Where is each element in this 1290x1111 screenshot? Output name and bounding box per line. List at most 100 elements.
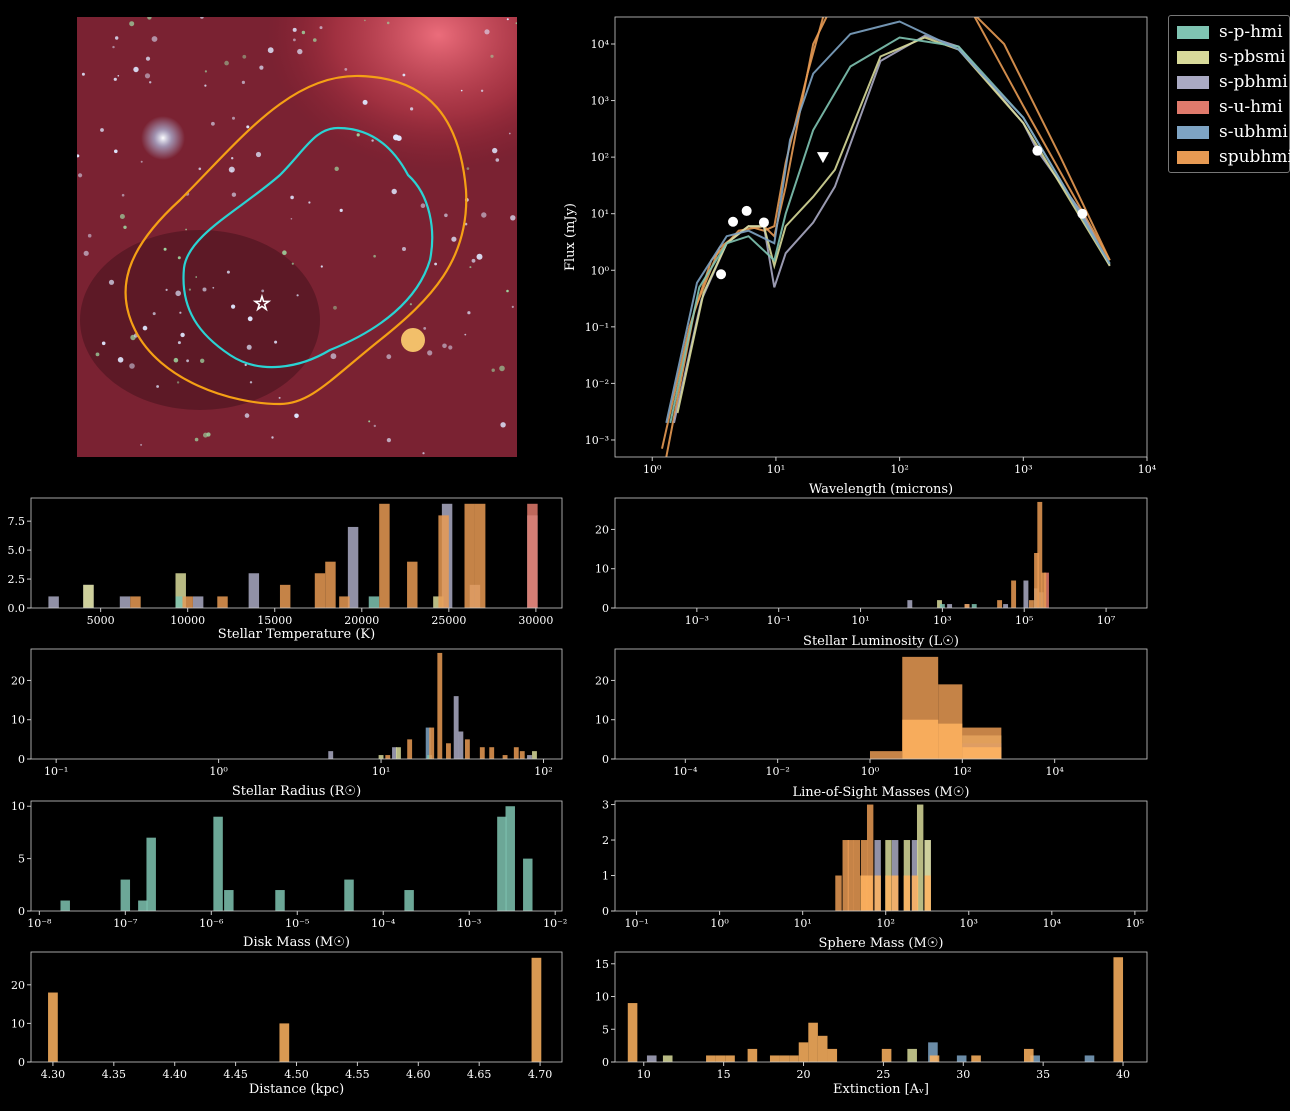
sed-model-s-ubhmi — [665, 20, 1111, 424]
sed-observed-point — [728, 216, 739, 227]
background-star — [308, 201, 311, 204]
background-star — [119, 214, 125, 219]
sphere-frame — [614, 800, 1148, 912]
background-star — [204, 70, 207, 73]
temp-bar-spubhmi — [182, 596, 193, 608]
dist-xlabel: Distance (kpc) — [249, 1082, 344, 1097]
disk-ytick-label: 0 — [18, 905, 25, 918]
sphere-xtick-label: 10⁻¹ — [624, 917, 648, 930]
sed-observed-point — [1077, 208, 1088, 219]
background-star — [402, 73, 406, 77]
disk-bar-s-p-hmi — [138, 900, 148, 911]
background-star — [420, 203, 426, 208]
background-star — [244, 363, 247, 367]
disk-ytick-label: 5 — [18, 853, 25, 866]
lum-bar-spubhmi — [1037, 501, 1043, 608]
lum-bar-s-pbhmi — [907, 600, 913, 608]
av-bar-single — [971, 1055, 981, 1062]
background-star — [87, 233, 92, 238]
background-star — [515, 22, 517, 25]
legend-entry: s-pbhmi — [1177, 71, 1288, 93]
disk-bar-s-p-hmi — [120, 879, 131, 911]
los-xtick-label: 10⁰ — [861, 765, 880, 778]
radius-bar-spubhmi — [446, 743, 451, 759]
disk-xlabel: Disk Mass (M☉) — [243, 935, 350, 950]
background-star — [188, 288, 191, 291]
dist-bar-single — [48, 992, 58, 1062]
radius-bar-s-ubhmi — [425, 727, 431, 759]
legend-entry: spubhmi — [1177, 146, 1290, 168]
dist-ytick-label: 0 — [18, 1056, 25, 1069]
sed-ytick-label: 10⁻¹ — [585, 321, 609, 334]
background-star — [467, 311, 471, 315]
sphere-bar-single — [885, 875, 892, 911]
sphere-bar-spubhmi — [866, 804, 874, 911]
av-bar-s-pbhmi — [646, 1055, 657, 1062]
nebula-dark-lane — [80, 230, 320, 410]
temp-bar-spubhmi — [438, 515, 449, 608]
temp-bar-spubhmi — [130, 596, 141, 608]
background-star — [393, 134, 399, 141]
background-star — [117, 75, 120, 77]
background-star — [291, 262, 294, 265]
sphere-ytick-label: 2 — [602, 834, 609, 847]
sed-xtick-label: 10⁰ — [643, 463, 662, 476]
disk-bar-s-p-hmi — [224, 890, 234, 911]
radius-bar-s-pbhmi — [458, 731, 464, 759]
legend-swatch — [1177, 25, 1209, 39]
background-star — [195, 276, 197, 278]
lum-ytick-label: 20 — [595, 523, 609, 536]
av-ytick-label: 0 — [602, 1056, 609, 1069]
radius-bar-spubhmi — [502, 755, 508, 759]
background-star — [301, 30, 306, 35]
sed-ytick-label: 10⁻² — [585, 377, 609, 390]
temp-xlabel: Stellar Temperature (K) — [218, 627, 375, 642]
av-xtick-label: 25 — [876, 1068, 890, 1081]
lum-xtick-label: 10⁻¹ — [767, 614, 791, 627]
background-star — [121, 193, 125, 197]
av-bar-single — [769, 1055, 780, 1062]
lum-xtick-label: 10¹ — [851, 614, 869, 627]
background-star — [101, 341, 106, 346]
background-star — [297, 48, 303, 55]
radius-ytick-label: 0 — [18, 753, 25, 766]
background-star — [133, 66, 139, 73]
background-star — [200, 358, 205, 363]
sphere-bar-spubhmi — [847, 840, 855, 911]
background-star — [200, 17, 204, 19]
lum-bar-spubhmi — [1034, 553, 1040, 608]
disk-bar-s-p-hmi — [146, 837, 156, 911]
disk-ytick-label: 10 — [11, 800, 25, 813]
dist-ytick-label: 10 — [11, 1017, 25, 1030]
los-frame — [614, 648, 1148, 760]
background-star — [356, 133, 360, 137]
sphere-ytick-label: 3 — [602, 799, 609, 812]
sphere-bar-single — [866, 875, 873, 911]
los-ytick-label: 0 — [602, 753, 609, 766]
background-star — [481, 212, 487, 218]
sphere-bar-single — [860, 875, 867, 911]
legend-swatch — [1177, 100, 1209, 114]
temp-ytick-label: 2.5 — [8, 573, 26, 586]
background-star — [203, 432, 208, 438]
radius-xtick-label: 10⁰ — [209, 765, 228, 778]
background-star — [255, 151, 262, 158]
disk-plot — [60, 806, 533, 911]
av-bar-single — [715, 1055, 726, 1062]
background-star — [177, 256, 181, 260]
legend-label: s-p-hmi — [1219, 22, 1283, 42]
temp-xtick-label: 15000 — [257, 614, 292, 627]
sed-model-s-pbhmi — [673, 34, 1111, 424]
av-xtick-label: 35 — [1036, 1068, 1050, 1081]
los-xtick-label: 10⁻² — [766, 765, 790, 778]
background-star — [142, 325, 148, 331]
background-star — [185, 228, 188, 231]
sed-plot — [661, 17, 1111, 457]
lum-bar-s-pbsmi — [937, 600, 942, 608]
background-star — [510, 215, 516, 221]
legend-swatch — [1177, 150, 1209, 164]
temp-bar-s-p-hmi — [368, 596, 380, 608]
background-star — [499, 365, 505, 372]
dist-xtick-label: 4.40 — [162, 1068, 187, 1081]
radius-bar-spubhmi — [519, 751, 525, 759]
